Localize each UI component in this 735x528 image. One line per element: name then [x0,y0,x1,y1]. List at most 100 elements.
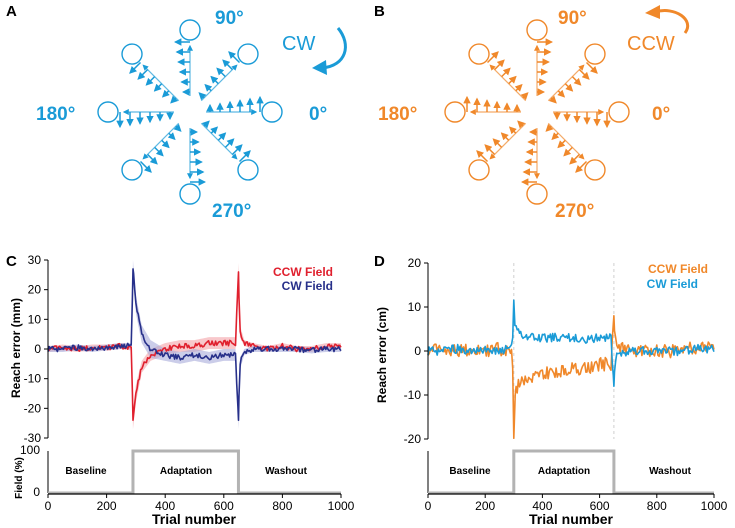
y-tick-label: -20 [24,401,42,415]
x-tick-label: 200 [475,499,495,513]
force-arrow [217,132,227,141]
force-arrow [210,75,219,85]
force-arrow [575,160,588,173]
force-arrow [228,51,241,64]
x-axis-label: Trial number [529,511,614,527]
y-tick-label: 0 [34,342,41,356]
sem-band-cw-field [48,260,341,430]
rotation-label-ccw: CCW [627,33,675,55]
reach-direction-arrow [200,64,238,102]
legend-cw-field: CW Field [282,279,333,293]
target-circle [179,19,201,41]
target-circle [468,159,490,181]
targets-cw [97,19,283,205]
y-axis-label: Reach error (mm) [9,298,23,398]
y-tick-label: 10 [28,312,42,326]
target-circle [584,159,606,181]
x-tick-label: 200 [97,499,117,513]
force-arrow [129,61,142,74]
cw-rotation-arrowhead [312,60,327,75]
target-circle [237,159,259,181]
panel-label-b: B [374,3,385,20]
field-profile [48,449,341,495]
targets-ccw [444,19,630,205]
y-tick-label: -10 [24,372,42,386]
x-axis-label: Trial number [152,511,237,527]
x-tick-label: 0 [45,499,52,513]
force-arrow [476,150,489,163]
phase-adaptation: Adaptation [538,466,590,477]
force-arrow [545,123,554,132]
x-tick-label: 600 [590,499,610,513]
force-arrow [484,144,496,155]
y-tick-label: -20 [404,432,422,446]
x-tick-label: 400 [155,499,175,513]
dir-0-label: 0° [309,104,327,125]
reach-direction-arrow [489,122,527,160]
y-tick-label: -30 [24,431,42,445]
legend-ccw-field: CCW Field [648,262,708,276]
force-arrow [167,132,176,141]
x-tick-label: 800 [272,499,292,513]
target-circle [584,43,606,65]
reach-direction-arrow [142,122,180,160]
force-field-diagram-ccw: 90° 0° 180° 270° CCW [378,5,689,222]
dir-90-label: 90° [215,8,244,29]
phase-baseline: Baseline [65,466,107,477]
force-arrow [492,138,503,148]
y-tick-label: -10 [404,388,422,402]
x-tick-label: 400 [532,499,552,513]
force-arrow [494,59,505,71]
series-line-cw-field [47,268,342,422]
x-tick-label: 800 [647,499,667,513]
target-circle [468,43,490,65]
force-arrow [170,95,179,104]
force-arrow [231,144,243,155]
force-vectors-cw [116,38,264,186]
reach-direction-arrow [142,64,180,102]
x-tick-label: 600 [214,499,234,513]
reach-direction-arrow [547,122,585,160]
panel-label-c: C [6,253,17,270]
series-line-ccw-field [427,314,715,440]
legend-cw-field: CW Field [647,277,698,291]
field-tick-100: 100 [20,443,40,457]
y-axis-label: Reach error (cm) [375,307,389,403]
force-arrow [137,69,149,80]
series-line-cw-field [427,299,715,388]
force-arrow [216,67,226,78]
dir-180-label: 180° [36,104,75,125]
y-tick-label: 10 [408,300,422,314]
dir-270-label: 270° [555,201,594,222]
target-circle [121,159,143,181]
force-arrow [154,146,164,157]
force-arrow [563,146,573,157]
force-arrow [571,76,582,86]
panel-label-a: A [6,3,17,20]
force-arrow [161,89,170,98]
target-circle [121,43,143,65]
force-arrow [508,126,517,135]
reach-direction-arrow [489,64,527,102]
force-field-diagram-cw: 90° 0° 180° 270° CW [36,8,347,222]
force-arrow [508,75,517,85]
force-arrow [569,153,580,165]
force-vectors-ccw [463,38,611,186]
target-circle [261,101,283,123]
force-arrow [578,69,590,80]
x-tick-label: 0 [425,499,432,513]
force-arrow [201,120,210,129]
force-arrow [204,83,213,92]
force-arrow [153,83,163,92]
target-circle [444,101,466,123]
force-arrow [557,139,566,149]
force-arrow [224,138,235,148]
force-arrow [514,83,523,92]
dir-270-label: 270° [212,201,251,222]
force-arrow [517,120,526,129]
force-arrow [551,132,560,141]
cw-rotation-arrow [321,27,347,70]
phase-washout: Washout [649,466,692,477]
target-circle [526,19,548,41]
y-tick-label: 30 [28,253,42,267]
